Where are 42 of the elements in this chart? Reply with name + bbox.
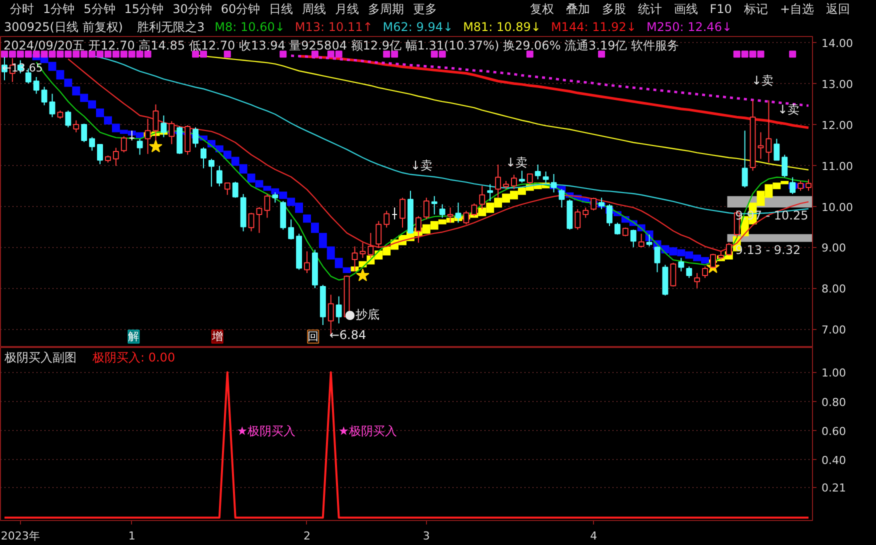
- text: 复权 叠加 多股 统计 画线 F10 标记 +自选 返回: [530, 2, 850, 16]
- annotation: 回: [308, 330, 319, 344]
- y-tick-label: 0.21: [822, 482, 846, 495]
- y-tick-label: 9.00: [822, 242, 846, 255]
- annotation: 2024/09/20五 开12.70 高14.85 低12.70 收13.94 量925804 额12.9亿 幅1.31(10.37%) 换29.06% 流通3.19亿 软件服务: [4, 38, 680, 52]
- x-tick-label: 2: [303, 530, 310, 542]
- text: M13: 10.11↑: [294, 20, 373, 34]
- x-tick-label: 3: [422, 530, 430, 542]
- annotation: ↓卖: [778, 102, 800, 117]
- annotation: ↓卖: [410, 158, 433, 173]
- text: 分时 1分钟 5分钟 15分钟 30分钟 60分钟 日线 周线 月线 多周期 更多: [10, 2, 438, 16]
- chart-title: 300925(日线 前复权): [4, 20, 123, 34]
- text: M144: 11.92↓: [550, 20, 636, 34]
- annotation: 解: [128, 330, 140, 344]
- text: 极阴买入: 0.00: [92, 350, 176, 364]
- y-tick-label: 14.00: [822, 37, 853, 50]
- y-tick-label: 0.40: [822, 454, 846, 467]
- annotation: ←6.84: [329, 328, 366, 342]
- y-tick-label: 0.80: [822, 396, 846, 409]
- text: M62: 9.94↓: [382, 20, 454, 34]
- text: M250: 12.46↓: [646, 20, 732, 34]
- x-tick-label: 1: [128, 530, 136, 542]
- y-tick-label: 0.60: [822, 424, 846, 438]
- x-tick-label: 2023年: [0, 530, 40, 542]
- y-tick-label: 7.00: [822, 324, 846, 337]
- y-tick-label: 12.00: [822, 118, 853, 132]
- y-tick-label: 13.00: [822, 78, 853, 92]
- annotation: ★极阴买入: [236, 424, 296, 438]
- band-label: 9.13 - 9.32: [735, 242, 801, 257]
- y-tick-label: 10.00: [822, 200, 853, 214]
- x-tick-label: 4: [590, 530, 598, 542]
- annotation: ↓卖: [752, 73, 774, 88]
- y-tick-label: 11.00: [822, 160, 853, 173]
- text: M81: 10.89↓: [463, 20, 541, 34]
- annotation: ↓卖: [506, 155, 528, 170]
- text: M8: 10.60↓: [214, 20, 285, 34]
- chart-title: 极阴买入副图: [4, 350, 76, 364]
- y-tick-label: 8.00: [822, 282, 846, 296]
- annotation: 增: [210, 330, 223, 344]
- annotation: ★极阴买入: [338, 424, 398, 438]
- y-tick-label: 1.00: [822, 366, 846, 380]
- chart-subtitle: 胜利无限之3: [137, 20, 205, 34]
